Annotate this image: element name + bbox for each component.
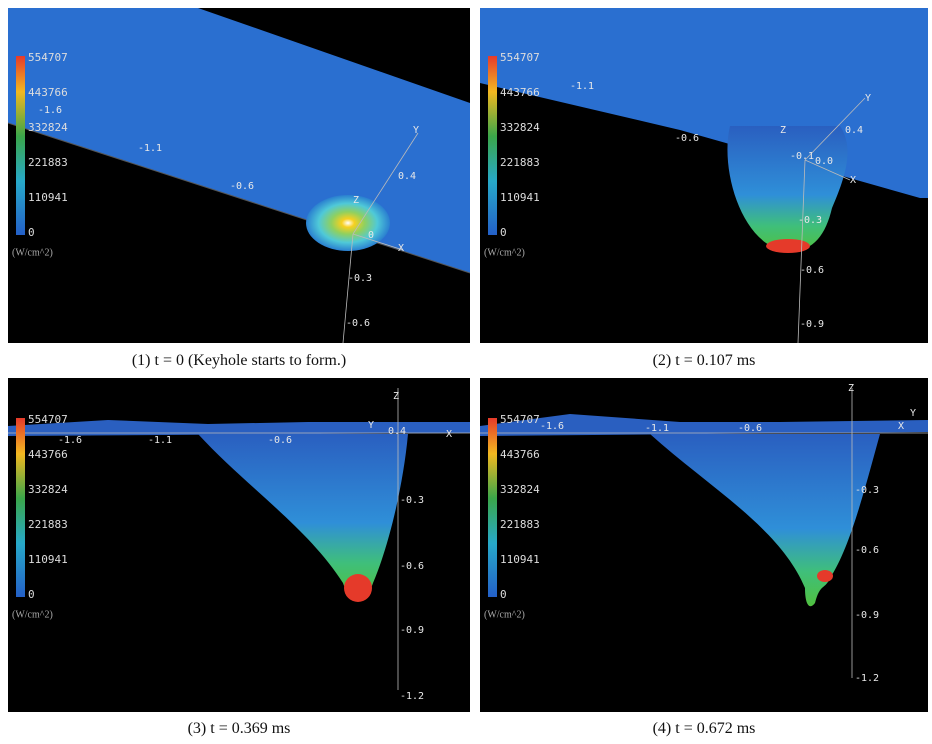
colorbar-label: 554707 bbox=[28, 413, 68, 426]
axis-label: 0 bbox=[368, 230, 374, 241]
colorbar-label: 554707 bbox=[500, 413, 540, 426]
axes bbox=[342, 132, 419, 343]
colorbar-unit: (W/cm^2) bbox=[484, 609, 525, 620]
colorbar bbox=[16, 56, 25, 235]
axis-label: -0.3 bbox=[798, 215, 822, 226]
plate bbox=[8, 8, 470, 273]
axis-label: Z bbox=[353, 195, 359, 206]
panel-image: 554707 443766 332824 221883 110941 0 (W/cm^2) -… bbox=[480, 8, 928, 343]
axis-label: Y bbox=[910, 408, 916, 419]
axis-label: X bbox=[446, 429, 452, 440]
axis-label: -0.9 bbox=[855, 610, 879, 621]
colorbar-label: 221883 bbox=[28, 518, 68, 531]
axis-label: Y bbox=[413, 125, 419, 136]
axes bbox=[797, 97, 866, 343]
axis-label: -0.3 bbox=[400, 495, 424, 506]
colorbar-label: 332824 bbox=[500, 121, 540, 134]
plate bbox=[480, 414, 928, 436]
panel-image: 554707 443766 332824 221883 110941 0 (W/cm^2) -… bbox=[8, 8, 470, 343]
axis-label: Z bbox=[393, 391, 399, 402]
keyhole bbox=[198, 434, 408, 596]
colorbar-label: 554707 bbox=[500, 51, 540, 64]
axis-label: -0.6 bbox=[800, 265, 824, 276]
axis-label: -1.1 bbox=[645, 423, 669, 434]
axis-label: -1.1 bbox=[138, 143, 162, 154]
caption: (4) t = 0.672 ms bbox=[652, 720, 756, 737]
colorbar-label: 332824 bbox=[28, 483, 68, 496]
hot-zone bbox=[766, 239, 810, 253]
colorbar-label: 332824 bbox=[28, 121, 68, 134]
colorbar-label: 221883 bbox=[28, 156, 68, 169]
edge bbox=[8, 122, 470, 274]
axis-label: 0.4 bbox=[845, 125, 863, 136]
axes bbox=[8, 388, 470, 690]
colorbar-label: 0 bbox=[28, 226, 35, 239]
plate bbox=[8, 420, 470, 436]
hot-spot bbox=[306, 195, 390, 251]
axis-label: 0.4 bbox=[388, 426, 406, 437]
colorbar-label: 443766 bbox=[500, 86, 540, 99]
keyhole bbox=[650, 434, 880, 607]
colorbar-label: 110941 bbox=[500, 191, 540, 204]
axis-label: -0.6 bbox=[268, 435, 292, 446]
axis-label: X bbox=[898, 421, 904, 432]
axis-label: -1.2 bbox=[855, 673, 879, 684]
colorbar bbox=[488, 56, 497, 235]
colorbar-unit: (W/cm^2) bbox=[12, 609, 53, 620]
caption: (2) t = 0.107 ms bbox=[652, 352, 756, 369]
axis-label: -0.1 bbox=[790, 151, 814, 162]
axis-label: -0.9 bbox=[400, 625, 424, 636]
colorbar-label: 443766 bbox=[28, 86, 68, 99]
colorbar-label: 110941 bbox=[28, 553, 68, 566]
plate bbox=[480, 8, 928, 198]
axes bbox=[480, 388, 928, 678]
colorbar-unit: (W/cm^2) bbox=[12, 247, 53, 258]
axis-label: Z bbox=[780, 125, 786, 136]
axis-label: Y bbox=[865, 93, 871, 104]
axis-label: -0.3 bbox=[348, 273, 372, 284]
colorbar-label: 443766 bbox=[500, 448, 540, 461]
colorbar bbox=[16, 418, 25, 597]
axis-label: -0.6 bbox=[738, 423, 762, 434]
panel-image: 554707 443766 332824 221883 110941 0 (W/cm^2) -… bbox=[8, 378, 470, 712]
axis-label: -1.6 bbox=[540, 421, 564, 432]
colorbar-label: 443766 bbox=[28, 448, 68, 461]
axis-label: -1.6 bbox=[38, 105, 62, 116]
colorbar-label: 110941 bbox=[28, 191, 68, 204]
axis-label: -1.2 bbox=[400, 691, 424, 702]
axis-label: Z bbox=[848, 383, 854, 394]
colorbar-label: 221883 bbox=[500, 518, 540, 531]
caption: (3) t = 0.369 ms bbox=[187, 720, 291, 737]
panel-image: 554707 443766 332824 221883 110941 0 (W/cm^2) -… bbox=[480, 378, 928, 712]
colorbar bbox=[488, 418, 497, 597]
colorbar-unit: (W/cm^2) bbox=[484, 247, 525, 258]
axis-label: -0.6 bbox=[346, 318, 370, 329]
colorbar-label: 0 bbox=[500, 588, 507, 601]
axis-label: -1.1 bbox=[570, 81, 594, 92]
colorbar-label: 221883 bbox=[500, 156, 540, 169]
axis-label: X bbox=[398, 243, 404, 254]
axis-label: 0.4 bbox=[398, 171, 416, 182]
axis-label: -1.1 bbox=[148, 435, 172, 446]
axis-label: X bbox=[850, 175, 856, 186]
colorbar-label: 0 bbox=[500, 226, 507, 239]
hot-zone bbox=[344, 574, 372, 602]
caption: (1) t = 0 (Keyhole starts to form.) bbox=[131, 352, 347, 369]
colorbar-label: 332824 bbox=[500, 483, 540, 496]
axis-label: -0.6 bbox=[400, 561, 424, 572]
axis-label: 0.0 bbox=[815, 156, 833, 167]
axis-label: -0.6 bbox=[675, 133, 699, 144]
axis-label: -0.3 bbox=[855, 485, 879, 496]
axis-label: Y bbox=[368, 420, 374, 431]
axis-label: -0.9 bbox=[800, 319, 824, 330]
axis-label: -0.6 bbox=[855, 545, 879, 556]
colorbar-label: 110941 bbox=[500, 553, 540, 566]
colorbar-label: 0 bbox=[28, 588, 35, 601]
keyhole bbox=[727, 126, 848, 252]
hot-zone bbox=[817, 570, 833, 582]
axis-label: -1.6 bbox=[58, 435, 82, 446]
axis-label: -0.6 bbox=[230, 181, 254, 192]
colorbar-label: 554707 bbox=[28, 51, 68, 64]
